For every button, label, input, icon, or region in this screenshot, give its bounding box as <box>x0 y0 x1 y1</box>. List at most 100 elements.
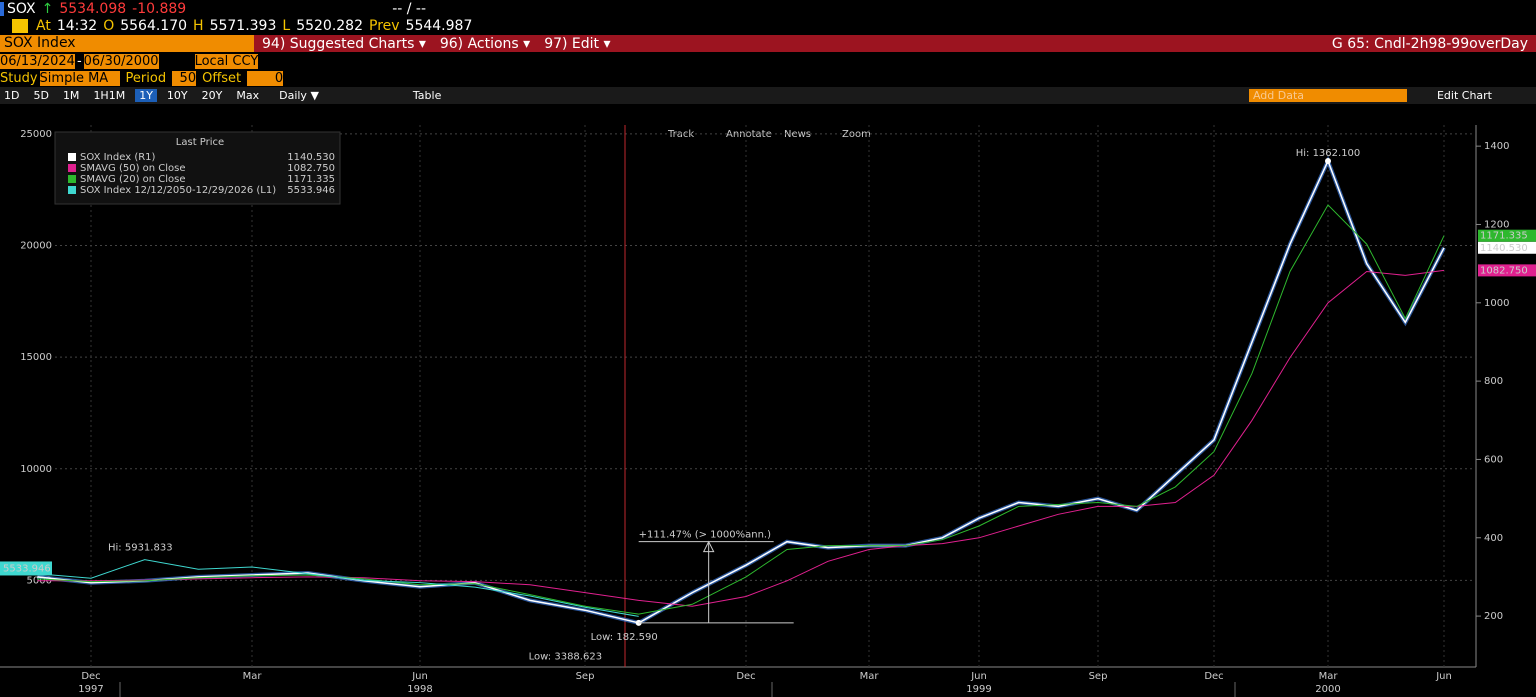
study-row: Study Simple MA Period 50 Offset 0 <box>0 70 1536 87</box>
x-tick-label: Sep <box>1089 671 1108 682</box>
y-tick-label: 25000 <box>20 129 52 140</box>
x-tick-label: Dec <box>1204 671 1223 682</box>
prev-label: Prev <box>369 18 400 34</box>
last-tag-label: 5533.946 <box>3 563 51 574</box>
chart-tool: Track <box>667 129 694 140</box>
x-tick-label: Mar <box>860 671 880 682</box>
period-button[interactable]: 10Y <box>166 89 188 102</box>
legend-value: 1082.750 <box>287 163 335 174</box>
last-tag <box>1478 241 1536 254</box>
legend-label: SOX Index 12/12/2050-12/29/2026 (L1) <box>80 185 276 196</box>
time: 14:32 <box>56 18 98 34</box>
x-tick-label: Mar <box>1319 671 1339 682</box>
legend-swatch <box>68 164 76 172</box>
period-button[interactable]: 1M <box>62 89 80 102</box>
series-line <box>37 204 1445 615</box>
annotation: Low: 182.590 <box>591 632 658 643</box>
y2-tick-label: 200 <box>1484 611 1503 622</box>
x-tick-label: Dec <box>81 671 100 682</box>
low: 5520.282 <box>296 18 363 34</box>
x-tick-label: Jun <box>970 671 987 682</box>
o-label: O <box>103 18 115 34</box>
legend-swatch <box>68 153 76 161</box>
last-tag <box>1478 229 1536 242</box>
y-tick-label: 15000 <box>20 352 52 363</box>
last-tag <box>1478 264 1536 277</box>
periods: 1D 5D 1M 1H1M 1Y 10Y 20Y Max <box>0 89 269 102</box>
annotation: Hi: 5931.833 <box>108 543 173 554</box>
year-label: 2000 <box>1315 684 1340 695</box>
period-button[interactable]: 20Y <box>201 89 223 102</box>
chart-tool: Zoom <box>842 129 871 140</box>
period-button[interactable]: 1Y <box>135 89 157 102</box>
year-label: 1998 <box>407 684 432 695</box>
study-type[interactable]: Simple MA <box>39 71 120 86</box>
chart-name[interactable]: G 65: Cndl-2h98-99overDay <box>1331 35 1528 52</box>
y2-tick-label: 800 <box>1484 376 1503 387</box>
ticker: SOX <box>7 0 36 17</box>
study-label: Study <box>0 71 38 86</box>
quote-row: SOX ↑ 5534.098 -10.889 -- / -- <box>0 0 1536 17</box>
legend-label: SOX Index (R1) <box>80 152 156 163</box>
menu-row: SOX Index 94) Suggested Charts ▾ 96) Acti… <box>0 35 1536 52</box>
start-date[interactable]: 06/13/2024 <box>0 53 75 69</box>
legend-value: 1140.530 <box>287 152 335 163</box>
open: 5564.170 <box>120 18 188 34</box>
y-tick-label: 10000 <box>20 464 52 475</box>
edit-chart[interactable]: Edit Chart <box>1436 89 1492 102</box>
menu-items: 94) Suggested Charts ▾ 96) Actions ▾ 97) E… <box>262 36 625 52</box>
table[interactable]: Table <box>412 89 442 102</box>
add-data[interactable]: Add Data <box>1248 89 1407 102</box>
h-label: H <box>193 18 204 34</box>
menu-item[interactable]: 97) Edit ▾ <box>544 35 611 52</box>
period-button[interactable]: 1D <box>4 89 20 102</box>
period[interactable]: 50 <box>172 71 197 86</box>
l-label: L <box>282 18 291 34</box>
legend-title: Last Price <box>176 137 224 148</box>
end-date[interactable]: 06/30/2000 <box>83 53 159 69</box>
frequency[interactable]: Daily ▼ <box>279 89 319 102</box>
annotation: Low: 3388.623 <box>529 651 602 662</box>
period-button[interactable]: 1H1M <box>93 89 126 102</box>
at: At <box>36 18 51 34</box>
y2-tick-label: 1000 <box>1484 298 1509 309</box>
icon <box>12 19 28 33</box>
x-tick-label: Dec <box>736 671 755 682</box>
annotation: +111.47% (> 1000%ann.) <box>639 530 771 541</box>
last-tag-label: 1140.530 <box>1480 243 1528 254</box>
legend-label: SMAVG (50) on Close <box>80 163 186 174</box>
y-tick-label: 5000 <box>27 575 52 586</box>
offset[interactable]: 0 <box>247 71 284 86</box>
toolbar: 1D 5D 1M 1H1M 1Y 10Y 20Y Max Daily ▼ Table Add … <box>0 87 1536 104</box>
menu-item[interactable]: 96) Actions ▾ <box>439 35 531 52</box>
last-tag-label: 1082.750 <box>1480 265 1528 276</box>
y2-tick-label: 400 <box>1484 533 1503 544</box>
offset-label: Offset <box>202 71 242 86</box>
dash: - <box>76 53 82 69</box>
y2-tick-label: 1400 <box>1484 141 1509 152</box>
chart-tool: News <box>784 129 811 140</box>
series-line <box>37 559 639 617</box>
prev: 5544.987 <box>405 18 473 34</box>
marker <box>0 1 4 16</box>
series-line <box>37 159 1445 624</box>
period-button[interactable]: 5D <box>33 89 49 102</box>
legend-value: 1171.335 <box>287 174 335 185</box>
arrow: ↑ <box>41 0 54 17</box>
legend-box <box>54 131 341 205</box>
security[interactable]: SOX Index <box>0 35 254 52</box>
period-button[interactable]: Max <box>236 89 260 102</box>
x-tick-label: Mar <box>243 671 263 682</box>
menu-item[interactable]: 94) Suggested Charts ▾ <box>262 35 426 52</box>
last-tag <box>0 561 52 576</box>
y2-tick-label: 600 <box>1484 454 1503 465</box>
annotation: Hi: 1362.100 <box>1296 148 1361 159</box>
arrow-head <box>702 540 715 553</box>
legend-value: 5533.946 <box>287 185 335 196</box>
bidask: -- / -- <box>392 0 427 17</box>
x-tick-label: Sep <box>576 671 595 682</box>
x-tick-label: Jun <box>1435 671 1452 682</box>
period-label: Period <box>125 71 167 86</box>
currency[interactable]: Local CCY <box>194 53 259 69</box>
